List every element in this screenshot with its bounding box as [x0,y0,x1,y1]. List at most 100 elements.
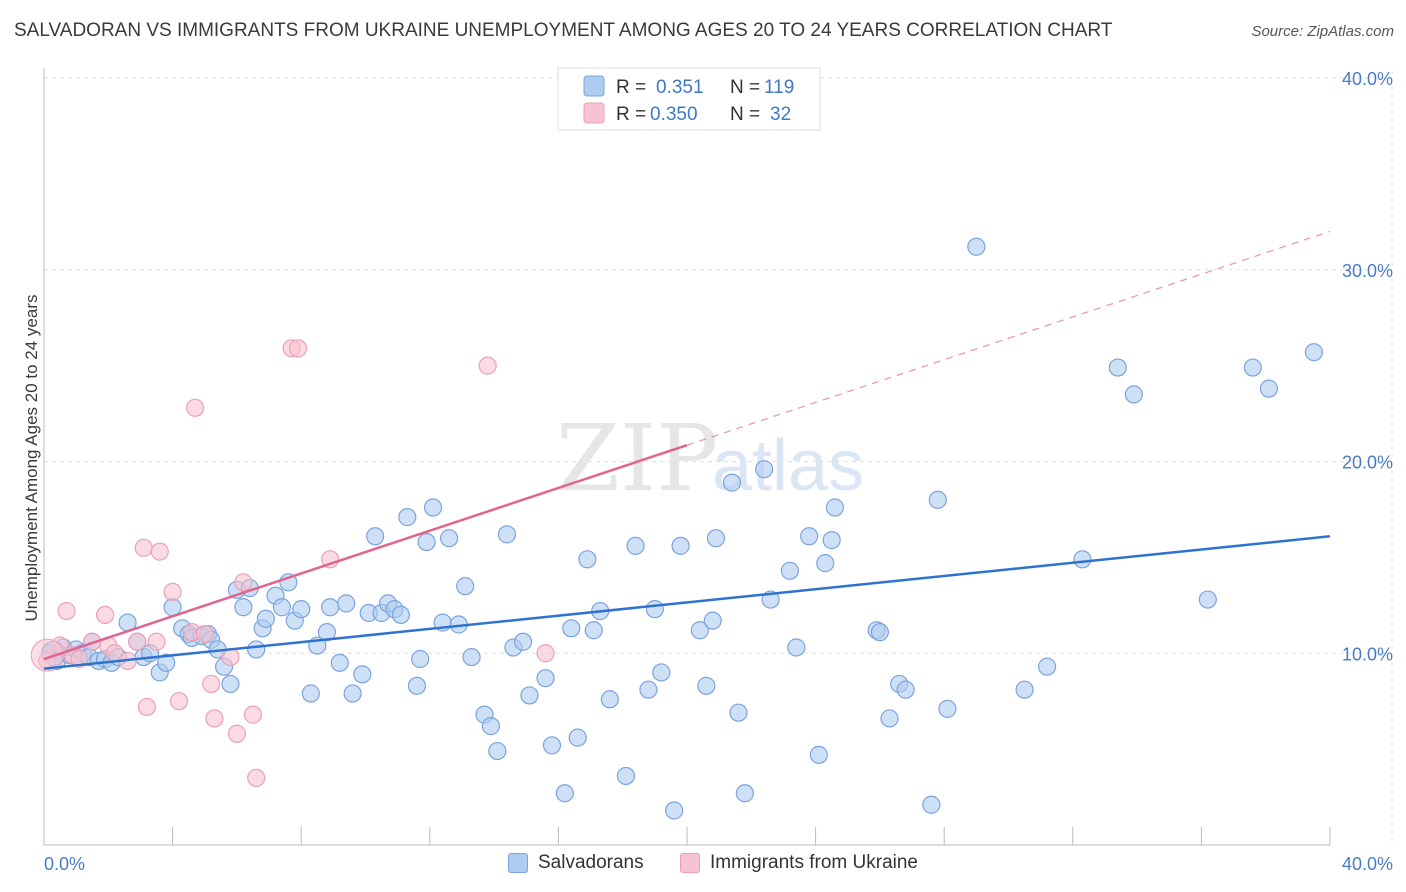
salvadoran-point [234,598,253,617]
salvadoran-point [488,741,507,761]
salvadoran-point [816,554,835,573]
ukraine-point [227,724,246,743]
watermark-atlas: atlas [712,426,864,506]
salvadoran-point [880,709,899,728]
ukraine-point [536,644,555,663]
legend-n-label-1: N = [730,77,760,98]
salvadoran-point [1243,358,1262,377]
correlation-legend: R = 0.351 N = 119 R = 0.350 N = 32 [557,67,821,131]
salvadoran-point [497,525,517,544]
x-tick-labels: 0.0% 40.0% [44,854,1393,874]
ukraine-point [70,649,89,669]
salvadoran-point [896,680,915,699]
ukraine-point [288,339,308,358]
salvadoran-point [665,801,684,820]
salvadoran-point [825,498,844,517]
ukraine-cluster-point [30,638,64,672]
salvadoran-point [423,498,443,517]
y-tick-label: 20.0% [1342,453,1393,473]
legend-n-value-1: 119 [764,77,794,98]
salvadoran-point [938,699,957,718]
ukraine-point [478,356,497,375]
salvadoran-point [787,638,806,657]
legend-r-value-2: 0.350 [650,104,698,125]
series-legend: Salvadorans Immigrants from Ukraine [0,852,1406,878]
legend-item-salvadorans: Salvadorans [508,852,644,874]
salvadoran-point [157,653,176,672]
salvadoran-point [398,508,417,527]
salvadoran-point [1198,590,1217,609]
salvadoran-point [439,529,459,548]
salvadoran-point [780,561,799,580]
ukraine-trend-line [43,444,688,661]
ukraine-point [205,709,224,728]
salvadoran-point [600,690,619,709]
trend-lines [43,230,1331,670]
salvadoran-point [584,621,603,640]
salvadoran-point [256,609,275,628]
salvadoran-point [456,577,475,596]
ukraine-point [163,582,182,601]
salvadoran-point [536,669,555,688]
salvadoran-point [928,490,947,509]
salvadoran-point [542,736,562,755]
ukraine-point [57,601,76,621]
salvadoran-point [292,600,311,619]
salvadoran-point [706,529,726,548]
x-tick-label-max: 40.0% [1342,854,1393,874]
salvadoran-point [411,649,430,669]
salvadoran-point [809,745,828,764]
salvadoran-point [407,676,427,695]
x-tick-label-min: 0.0% [44,854,85,874]
legend-n-label-2: N = [730,104,760,125]
y-tick-label: 40.0% [1342,69,1393,89]
ukraine-trend-line-extension [686,230,1331,446]
salvadoran-point [870,623,890,642]
ukraine-point [134,538,153,557]
ukraine-point [128,632,147,651]
legend-swatch-pink [680,853,700,873]
legend-swatch-salvadorans [583,75,605,97]
ukraine-point [150,542,169,561]
salvadoran-point [703,611,722,630]
ukraine-point [186,398,205,417]
salvadoran-point [967,237,986,256]
legend-label-ukraine: Immigrants from Ukraine [710,852,918,873]
salvadoran-point [652,663,671,682]
salvadoran-point [462,647,481,667]
salvadoran-point [1073,550,1092,569]
salvadoran-point [391,605,410,625]
legend-label-salvadorans: Salvadorans [538,852,644,873]
legend-item-ukraine: Immigrants from Ukraine [680,852,918,874]
salvadoran-point [1259,379,1279,398]
salvadoran-point [755,460,774,479]
salvadoran-point [321,598,340,617]
salvadoran-point [417,532,436,552]
salvadoran-point [353,665,372,684]
ukraine-point [247,768,266,787]
salvadoran-point [1108,358,1127,377]
salvadoran-point [639,680,658,699]
salvadoran-point [578,550,597,569]
ukraine-point [243,705,263,724]
y-tick-label: 30.0% [1342,261,1393,281]
ukraine-point [169,692,189,711]
y-axis-label: Unemployment Among Ages 20 to 24 years [22,295,41,622]
salvadoran-point [221,674,240,694]
salvadoran-point [922,795,941,814]
ukraine-point [147,632,166,651]
salvadoran-point [301,684,320,703]
salvadoran-point [697,676,716,695]
ukraine-point [234,573,253,592]
salvadoran-point [1037,657,1057,676]
salvadoran-point [1124,385,1143,404]
salvadoran-point [366,527,385,546]
salvadoran-point [626,536,645,555]
watermark-zip: ZIP [556,405,718,512]
salvadoran-point [330,653,349,672]
salvadoran-point [337,594,356,613]
salvadoran-point [722,473,742,492]
salvadoran-point [735,784,754,803]
chart-title: SALVADORAN VS IMMIGRANTS FROM UKRAINE UN… [14,20,1113,41]
